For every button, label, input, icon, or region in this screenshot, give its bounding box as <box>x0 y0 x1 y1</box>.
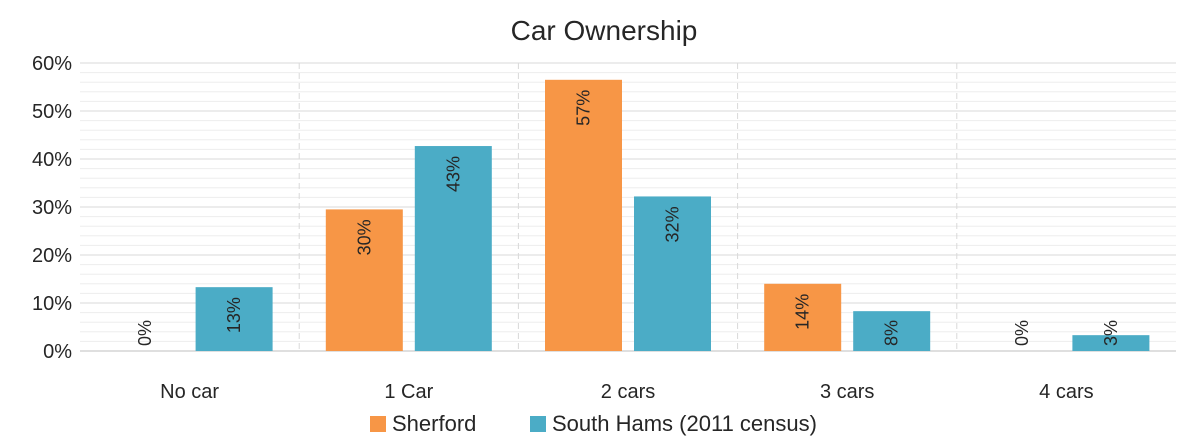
x-tick-label: 1 Car <box>384 381 433 403</box>
data-label: 8% <box>882 320 902 346</box>
bar-south-hams <box>195 287 273 351</box>
bar-south-hams <box>414 146 492 351</box>
y-tick-label: 30% <box>32 197 72 219</box>
bars <box>195 79 1150 352</box>
data-label: 3% <box>1101 320 1121 346</box>
data-label: 0% <box>135 320 155 346</box>
chart-title: Car Ownership <box>511 15 698 46</box>
data-label: 43% <box>443 156 463 192</box>
x-tick-label: 3 cars <box>820 381 874 403</box>
legend-swatch <box>530 416 546 432</box>
y-tick-label: 40% <box>32 149 72 171</box>
data-label: 30% <box>354 219 374 255</box>
x-tick-label: 2 cars <box>601 381 655 403</box>
y-tick-label: 10% <box>32 293 72 315</box>
legend: Sherford South Hams (2011 census) <box>370 411 817 436</box>
legend-label: Sherford <box>392 411 476 436</box>
data-label: 13% <box>224 297 244 333</box>
data-label: 32% <box>663 206 683 242</box>
bar-south-hams <box>1072 335 1150 351</box>
axes: 0% 10% 20% 30% 40% 50% 60% No car 1 Car 2 cars 3 c… <box>32 53 1094 403</box>
bar-sherford <box>325 209 403 351</box>
y-tick-label: 50% <box>32 101 72 123</box>
data-labels: 0% 13% 30% 43% 57% 32% 14% 8% 0% 3% <box>135 90 1121 346</box>
bar-sherford <box>545 79 622 352</box>
data-label: 14% <box>793 294 813 330</box>
data-label: 57% <box>574 90 594 126</box>
bar-sherford <box>764 283 842 351</box>
data-label: 0% <box>1012 320 1032 346</box>
legend-label: South Hams (2011 census) <box>552 411 817 436</box>
bar-south-hams <box>634 196 711 351</box>
y-tick-label: 0% <box>43 341 72 363</box>
legend-swatch <box>370 416 386 432</box>
grid <box>80 62 1176 352</box>
y-tick-label: 60% <box>32 53 72 75</box>
x-tick-label: 4 cars <box>1039 381 1093 403</box>
bar-south-hams <box>853 311 931 351</box>
x-tick-label: No car <box>160 381 219 403</box>
y-tick-label: 20% <box>32 245 72 267</box>
